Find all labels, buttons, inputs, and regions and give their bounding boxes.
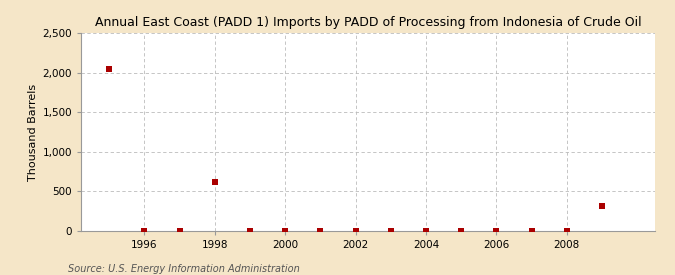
Point — [209, 180, 220, 184]
Point — [526, 229, 537, 233]
Text: Source: U.S. Energy Information Administration: Source: U.S. Energy Information Administ… — [68, 264, 299, 274]
Point — [456, 229, 466, 233]
Y-axis label: Thousand Barrels: Thousand Barrels — [28, 83, 38, 181]
Point — [174, 229, 185, 233]
Point — [139, 229, 150, 233]
Point — [279, 229, 290, 233]
Point — [597, 204, 608, 208]
Point — [491, 229, 502, 233]
Point — [315, 229, 326, 233]
Point — [104, 66, 115, 71]
Point — [350, 229, 361, 233]
Point — [562, 229, 572, 233]
Point — [385, 229, 396, 233]
Point — [244, 229, 255, 233]
Point — [421, 229, 431, 233]
Title: Annual East Coast (PADD 1) Imports by PADD of Processing from Indonesia of Crude: Annual East Coast (PADD 1) Imports by PA… — [95, 16, 641, 29]
